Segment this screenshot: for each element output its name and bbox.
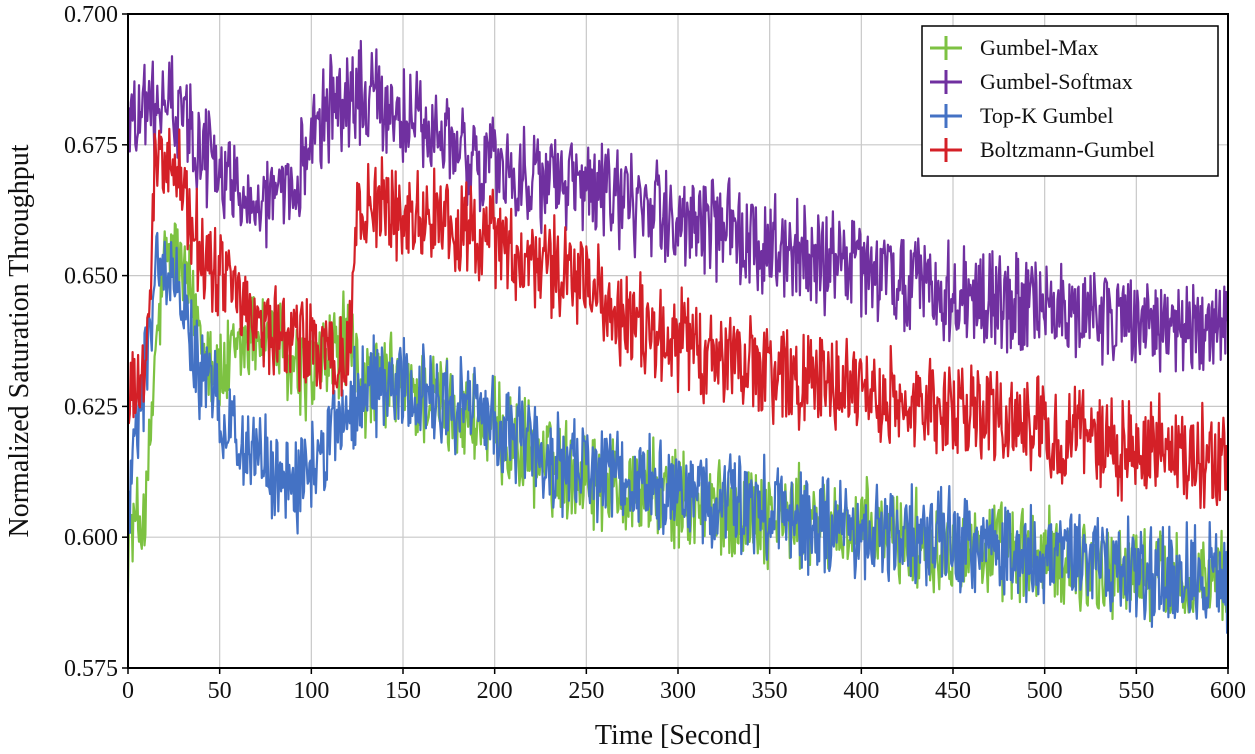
x-tick-label: 450 bbox=[935, 678, 971, 704]
y-tick-label: 0.625 bbox=[64, 394, 118, 420]
legend-entry: Gumbel-Max bbox=[930, 35, 1099, 60]
y-tick-label: 0.600 bbox=[64, 525, 118, 551]
legend-label: Boltzmann-Gumbel bbox=[980, 137, 1155, 162]
x-tick-label: 0 bbox=[122, 678, 134, 704]
x-tick-label: 350 bbox=[752, 678, 788, 704]
x-tick-label: 400 bbox=[843, 678, 879, 704]
x-axis-title: Time [Second] bbox=[595, 720, 761, 751]
legend: Gumbel-Max Gumbel-Softmax Top-K Gumbel Bolt… bbox=[921, 25, 1219, 177]
legend-label: Top-K Gumbel bbox=[980, 103, 1114, 128]
y-axis-title: Normalized Saturation Throughput bbox=[4, 144, 35, 537]
x-tick-label: 50 bbox=[208, 678, 232, 704]
x-tick-label: 550 bbox=[1118, 678, 1154, 704]
x-axis-ticks: 0 50 100 150 200 250 300 350 400 450 500 550 600 bbox=[122, 668, 1246, 704]
x-tick-label: 200 bbox=[477, 678, 513, 704]
legend-box bbox=[921, 25, 1219, 177]
y-axis-ticks: 0.575 0.600 0.625 0.650 0.675 0.700 bbox=[64, 2, 128, 682]
x-tick-label: 600 bbox=[1210, 678, 1246, 704]
x-tick-label: 500 bbox=[1027, 678, 1063, 704]
legend-label: Gumbel-Softmax bbox=[980, 69, 1133, 94]
series-line-top-k-gumbel bbox=[128, 231, 1228, 635]
x-tick-label: 100 bbox=[293, 678, 329, 704]
y-tick-label: 0.675 bbox=[64, 133, 118, 159]
series-line-gumbel-softmax bbox=[128, 39, 1228, 373]
series-line-boltzmann-gumbel bbox=[128, 127, 1228, 510]
y-tick-label: 0.650 bbox=[64, 264, 118, 290]
legend-entry: Gumbel-Softmax bbox=[930, 69, 1133, 94]
series-lines bbox=[128, 39, 1228, 635]
legend-entry: Boltzmann-Gumbel bbox=[930, 137, 1155, 162]
legend-entry: Top-K Gumbel bbox=[930, 103, 1114, 128]
y-tick-label: 0.575 bbox=[64, 656, 118, 682]
legend-label: Gumbel-Max bbox=[980, 35, 1099, 60]
y-tick-label: 0.700 bbox=[64, 2, 118, 28]
x-tick-label: 150 bbox=[385, 678, 421, 704]
x-tick-label: 300 bbox=[660, 678, 696, 704]
x-tick-label: 250 bbox=[568, 678, 604, 704]
